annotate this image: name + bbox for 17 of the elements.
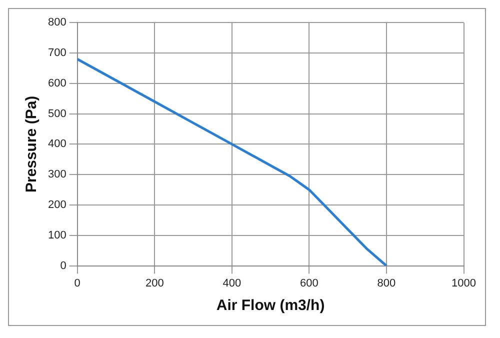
y-tick-label: 500: [48, 108, 66, 120]
y-tick-label: 300: [48, 168, 66, 181]
x-tick-label: 0: [74, 277, 80, 290]
y-tick-label: 600: [48, 77, 66, 90]
x-axis-title: Air Flow (m3/h): [216, 297, 325, 314]
x-tick-label: 200: [145, 277, 164, 290]
y-tick-label: 200: [48, 199, 66, 212]
y-tick-label: 0: [60, 260, 66, 272]
y-tick-label: 400: [48, 138, 66, 150]
y-tick-label: 100: [48, 229, 66, 242]
y-axis-title: Pressure (Pa): [23, 96, 40, 193]
x-tick-label: 800: [377, 277, 396, 290]
x-tick-label: 400: [222, 277, 242, 290]
x-tick-label: 1000: [452, 277, 476, 290]
x-tick-label: 600: [300, 277, 318, 290]
y-tick-label: 700: [48, 47, 66, 60]
y-tick-label: 800: [48, 16, 66, 29]
